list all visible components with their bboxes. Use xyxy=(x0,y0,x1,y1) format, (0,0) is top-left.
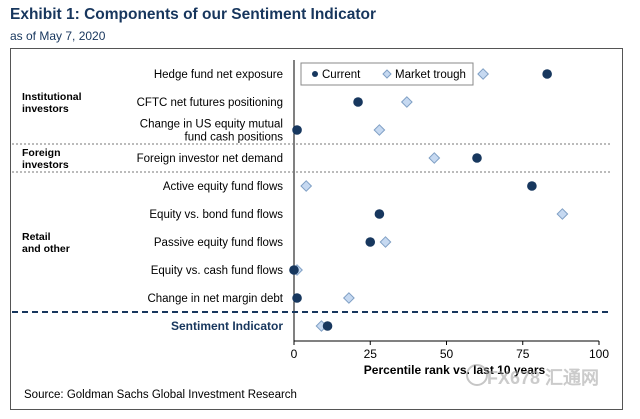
group-label: Institutional xyxy=(22,91,82,103)
group-label: investors xyxy=(22,159,69,171)
x-tick-label: 50 xyxy=(440,347,454,361)
category-label: Change in net margin debt xyxy=(147,293,283,305)
chart-frame xyxy=(10,48,623,410)
current-point xyxy=(289,265,299,275)
category-label: Hedge fund net exposure xyxy=(154,69,283,81)
trough-point xyxy=(477,68,490,80)
chart-subtitle: as of May 7, 2020 xyxy=(10,29,106,43)
legend-current-label: Current xyxy=(322,69,361,81)
legend-trough-label: Market trough xyxy=(395,69,466,81)
x-tick-label: 100 xyxy=(589,347,609,361)
group-label: Retail xyxy=(22,231,51,243)
watermark: FX678 汇通网 xyxy=(487,368,600,388)
watermark-logo-icon xyxy=(466,364,488,386)
category-label: Passive equity fund flows xyxy=(154,237,283,249)
trough-point xyxy=(373,124,386,136)
x-tick-label: 75 xyxy=(516,347,530,361)
x-tick-label: 0 xyxy=(291,347,298,361)
category-label: Change in US equity mutual xyxy=(140,119,283,131)
category-label: Equity vs. bond fund flows xyxy=(149,209,283,221)
current-point xyxy=(374,209,385,219)
category-label: Active equity fund flows xyxy=(163,181,283,193)
source-note: Source: Goldman Sachs Global Investment … xyxy=(24,389,297,401)
current-point xyxy=(472,153,482,163)
legend-current-marker xyxy=(312,71,318,77)
group-label: Foreign xyxy=(22,147,61,159)
trough-point xyxy=(300,180,313,192)
x-tick-label: 25 xyxy=(364,347,378,361)
current-point xyxy=(365,237,376,247)
category-label: Foreign investor net demand xyxy=(137,153,283,165)
current-point xyxy=(292,125,302,135)
chart-title: Exhibit 1: Components of our Sentiment I… xyxy=(10,6,376,23)
category-label: fund cash positions xyxy=(185,132,284,144)
current-point xyxy=(542,69,552,79)
legend-trough-marker xyxy=(382,69,392,79)
group-label: and other xyxy=(22,243,70,255)
category-label: Equity vs. cash fund flows xyxy=(151,265,284,277)
group-label: investors xyxy=(22,103,69,115)
trough-point xyxy=(428,152,441,164)
trough-point xyxy=(379,236,392,248)
trough-point xyxy=(556,208,569,220)
current-point xyxy=(292,293,302,303)
x-axis-label: Percentile rank vs. last 10 years xyxy=(364,363,546,377)
category-label: Sentiment Indicator xyxy=(171,319,283,333)
trough-point xyxy=(400,96,413,108)
current-point xyxy=(353,97,363,107)
current-point xyxy=(527,181,537,191)
current-point xyxy=(322,321,333,331)
trough-point xyxy=(342,292,355,304)
category-label: CFTC net futures positioning xyxy=(137,97,283,109)
